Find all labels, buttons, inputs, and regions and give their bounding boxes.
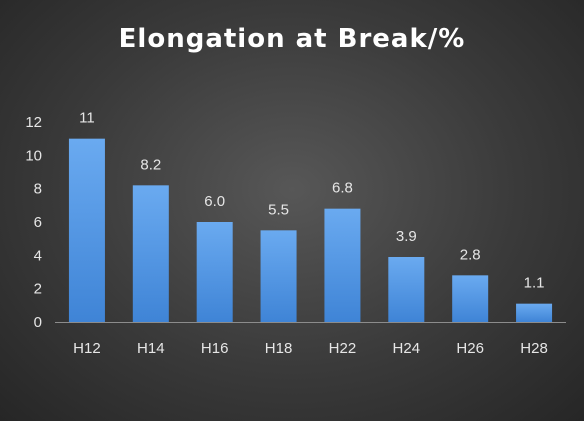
data-label: 6.0 bbox=[204, 193, 225, 210]
x-tick-label: H24 bbox=[393, 340, 421, 357]
x-tick-label: H22 bbox=[329, 340, 357, 357]
bar-h18 bbox=[260, 230, 297, 322]
data-label: 2.8 bbox=[460, 246, 481, 263]
x-tick-label: H18 bbox=[265, 340, 293, 357]
x-tick-label: H28 bbox=[520, 340, 548, 357]
y-tick-label: 4 bbox=[34, 247, 42, 264]
bar-h26 bbox=[452, 275, 489, 322]
bar-h16 bbox=[196, 222, 233, 322]
y-tick-label: 0 bbox=[34, 314, 42, 331]
bar-h12 bbox=[68, 138, 105, 322]
bar-h24 bbox=[388, 257, 425, 322]
x-tick-label: H16 bbox=[201, 340, 229, 357]
data-label: 5.5 bbox=[268, 201, 289, 218]
y-tick-label: 12 bbox=[25, 114, 42, 131]
bar-h22 bbox=[324, 208, 361, 322]
data-label: 8.2 bbox=[140, 156, 161, 173]
y-tick-label: 8 bbox=[34, 181, 42, 198]
y-tick-label: 6 bbox=[34, 214, 42, 231]
y-tick-label: 2 bbox=[34, 281, 42, 298]
bar-h28 bbox=[516, 303, 553, 322]
x-tick-label: H26 bbox=[456, 340, 484, 357]
data-label: 1.1 bbox=[524, 275, 545, 292]
data-label: 6.8 bbox=[332, 180, 353, 197]
data-label: 3.9 bbox=[396, 228, 417, 245]
x-tick-label: H14 bbox=[137, 340, 165, 357]
bar-h14 bbox=[132, 185, 169, 322]
chart-title: Elongation at Break/% bbox=[118, 24, 466, 54]
y-tick-label: 10 bbox=[25, 147, 42, 164]
x-tick-label: H12 bbox=[73, 340, 101, 357]
data-label: 11 bbox=[79, 110, 95, 127]
